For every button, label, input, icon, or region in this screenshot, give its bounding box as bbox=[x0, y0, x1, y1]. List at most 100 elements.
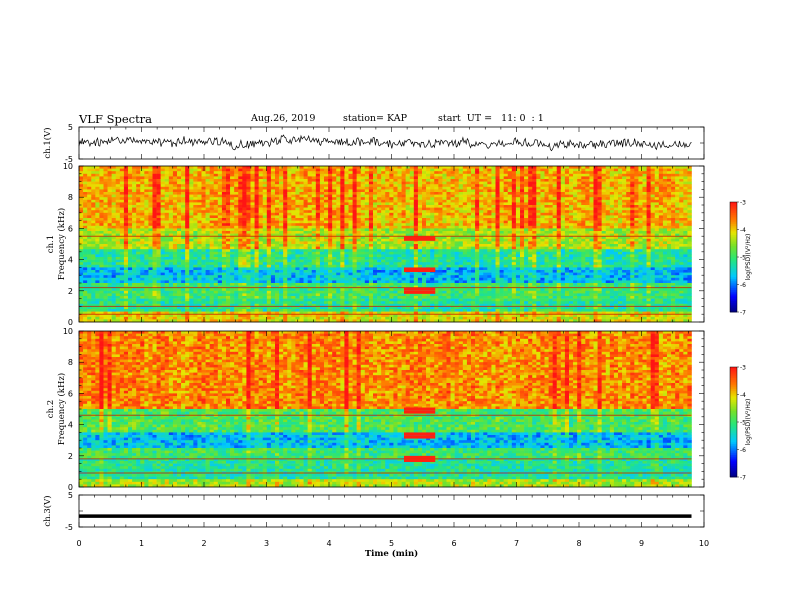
spectrogram-cell bbox=[197, 207, 202, 211]
spectrogram-cell bbox=[226, 316, 231, 320]
spectrogram-cell bbox=[258, 228, 264, 232]
spectrogram-cell bbox=[381, 173, 386, 177]
spectrogram-cell bbox=[103, 246, 108, 250]
spectrogram-cell bbox=[201, 194, 206, 198]
spectrogram-cell bbox=[156, 306, 161, 310]
spectrogram-cell bbox=[303, 262, 308, 266]
spectrogram-cell bbox=[409, 233, 415, 237]
spectrogram-cell bbox=[152, 233, 157, 237]
spectrogram-cell bbox=[332, 199, 337, 203]
spectrogram-cell bbox=[409, 277, 415, 281]
spectrogram-cell bbox=[103, 285, 108, 289]
spectrogram-cell bbox=[177, 277, 182, 281]
spectrogram-cell bbox=[95, 283, 100, 286]
spectrogram-cell bbox=[193, 277, 198, 281]
spectrogram-cell bbox=[185, 283, 190, 286]
spectrogram-cell bbox=[315, 184, 321, 188]
spectrogram-cell bbox=[152, 262, 157, 266]
spectrogram-cell bbox=[352, 314, 357, 318]
spectrogram-cell bbox=[221, 225, 227, 229]
spectrogram-cell bbox=[356, 176, 362, 180]
spectrogram-cell bbox=[409, 179, 415, 182]
spectrogram-cell bbox=[332, 205, 337, 208]
spectrogram-cell bbox=[319, 280, 325, 284]
spectrogram-cell bbox=[385, 228, 390, 232]
spectrogram-cell bbox=[205, 270, 210, 273]
spectrogram-cell bbox=[156, 259, 161, 263]
spectrogram-cell bbox=[177, 275, 182, 279]
spectrogram-cell bbox=[344, 288, 349, 292]
spectrogram-cell bbox=[168, 223, 174, 227]
spectrogram-cell bbox=[119, 184, 125, 188]
spectrogram-cell bbox=[250, 257, 255, 260]
spectrogram-cell bbox=[405, 189, 411, 193]
spectrogram-cell bbox=[258, 283, 264, 286]
spectrogram-cell bbox=[79, 173, 84, 177]
spectrogram-cell bbox=[315, 228, 321, 232]
spectrogram-cell bbox=[401, 215, 406, 219]
spectrogram-cell bbox=[152, 197, 157, 201]
spectrogram-cell bbox=[217, 272, 223, 276]
spectrogram-cell bbox=[401, 249, 406, 253]
spectrogram-cell bbox=[99, 210, 104, 214]
spectrogram-cell bbox=[177, 309, 182, 312]
spectrogram-cell bbox=[119, 306, 125, 310]
spectrogram-cell bbox=[352, 293, 357, 297]
spectrogram-cell bbox=[311, 210, 317, 214]
spectrogram-cell bbox=[123, 293, 129, 297]
spectrogram-cell bbox=[193, 168, 198, 172]
spectrogram-cell bbox=[230, 173, 235, 177]
spectrogram-cell bbox=[270, 283, 276, 286]
spectrogram-cell bbox=[189, 197, 194, 201]
spectrogram-cell bbox=[107, 301, 112, 305]
spectrogram-cell bbox=[344, 270, 349, 273]
spectrogram-cell bbox=[287, 199, 292, 203]
spectrogram-cell bbox=[377, 309, 382, 312]
spectrogram-cell bbox=[364, 233, 370, 237]
spectrogram-cell bbox=[91, 314, 96, 318]
spectrogram-cell bbox=[409, 254, 415, 258]
spectrogram-cell bbox=[168, 298, 174, 302]
spectrogram-cell bbox=[344, 171, 349, 175]
spectrogram-cell bbox=[79, 194, 84, 198]
spectrogram-cell bbox=[303, 231, 308, 234]
spectrogram-cell bbox=[242, 171, 247, 175]
spectrogram-cell bbox=[234, 264, 239, 268]
spectrogram-cell bbox=[413, 192, 419, 195]
spectrogram-cell bbox=[254, 166, 259, 169]
spectrogram-cell bbox=[221, 166, 227, 169]
spectrogram-cell bbox=[328, 223, 333, 227]
spectrogram-cell bbox=[393, 241, 398, 245]
spectrogram-cell bbox=[291, 176, 296, 180]
spectrogram-cell bbox=[172, 236, 178, 240]
spectrogram-cell bbox=[344, 189, 349, 193]
spectrogram-cell bbox=[189, 285, 194, 289]
spectrogram-cell bbox=[283, 168, 288, 172]
spectrogram-cell bbox=[299, 277, 304, 281]
spectrogram-cell bbox=[95, 319, 100, 323]
spectrogram-cell bbox=[270, 293, 276, 297]
spectrogram-cell bbox=[303, 186, 308, 190]
spectrogram-cell bbox=[405, 179, 411, 182]
spectrogram-cell bbox=[299, 192, 304, 195]
spectrogram-cell bbox=[393, 267, 398, 271]
spectrogram-cell bbox=[205, 179, 210, 182]
spectrogram-cell bbox=[140, 280, 145, 284]
spectrogram-cell bbox=[164, 218, 170, 221]
spectrogram-cell bbox=[332, 306, 337, 310]
spectrogram-cell bbox=[328, 215, 333, 219]
spectrogram-cell bbox=[364, 218, 370, 221]
spectrogram-cell bbox=[397, 166, 402, 169]
spectrogram-cell bbox=[389, 192, 394, 195]
spectrogram-cell bbox=[205, 220, 210, 224]
spectrogram-cell bbox=[87, 311, 92, 315]
spectrogram-cell bbox=[226, 231, 231, 234]
spectrogram-cell bbox=[197, 225, 202, 229]
spectrogram-cell bbox=[226, 199, 231, 203]
spectrogram-cell bbox=[213, 264, 219, 268]
spectrogram-cell bbox=[193, 173, 198, 177]
spectrogram-cell bbox=[413, 249, 419, 253]
spectrogram-cell bbox=[373, 205, 378, 208]
spectrogram-cell bbox=[99, 236, 104, 240]
spectrogram-cell bbox=[413, 228, 419, 232]
